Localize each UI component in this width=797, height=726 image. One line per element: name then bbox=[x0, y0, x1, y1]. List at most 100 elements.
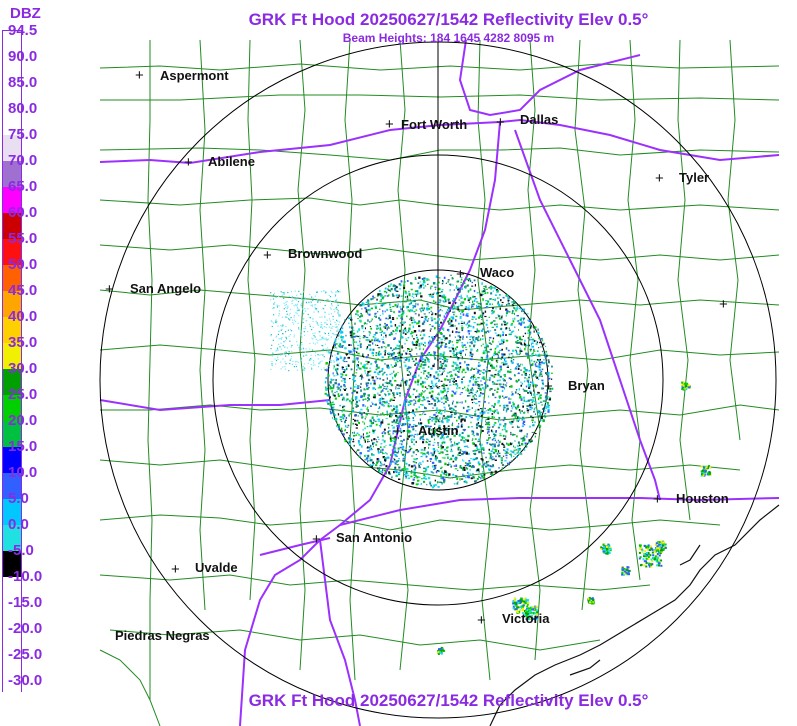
echo-pixel bbox=[393, 352, 395, 354]
echo-pixel bbox=[505, 430, 508, 433]
echo-pixel bbox=[335, 370, 337, 372]
echo-pixel bbox=[548, 387, 551, 390]
echo-pixel bbox=[438, 460, 441, 462]
echo-pixel bbox=[518, 388, 521, 391]
echo-pixel bbox=[370, 307, 373, 310]
echo-pixel bbox=[375, 331, 377, 334]
echo-pixel bbox=[372, 379, 375, 381]
echo-pixel bbox=[325, 322, 327, 324]
echo-pixel bbox=[607, 546, 610, 548]
echo-pixel bbox=[428, 336, 430, 338]
echo-pixel bbox=[477, 302, 480, 305]
echo-pixel bbox=[378, 467, 381, 469]
echo-pixel bbox=[414, 276, 417, 280]
echo-pixel bbox=[516, 435, 518, 438]
echo-pixel bbox=[356, 386, 358, 389]
echo-pixel bbox=[357, 318, 359, 320]
echo-pixel bbox=[457, 331, 461, 334]
echo-pixel bbox=[681, 387, 684, 390]
echo-pixel bbox=[396, 409, 399, 411]
echo-pixel bbox=[475, 469, 478, 472]
echo-pixel bbox=[427, 360, 429, 363]
echo-pixel bbox=[418, 276, 421, 279]
echo-pixel bbox=[417, 303, 419, 306]
echo-pixel bbox=[466, 472, 469, 474]
echo-pixel bbox=[546, 355, 548, 357]
echo-pixel bbox=[374, 315, 376, 318]
echo-pixel bbox=[375, 315, 377, 318]
echo-pixel bbox=[406, 358, 408, 360]
echo-pixel bbox=[428, 443, 431, 446]
echo-pixel bbox=[433, 423, 436, 425]
echo-pixel bbox=[511, 361, 514, 364]
echo-pixel bbox=[300, 348, 302, 350]
echo-pixel bbox=[433, 351, 437, 354]
echo-pixel bbox=[487, 416, 490, 419]
echo-pixel bbox=[393, 438, 396, 440]
echo-pixel bbox=[439, 353, 442, 356]
echo-pixel bbox=[439, 345, 442, 348]
echo-pixel bbox=[331, 305, 333, 307]
echo-pixel bbox=[451, 277, 454, 280]
echo-pixel bbox=[379, 446, 382, 449]
echo-pixel bbox=[288, 351, 290, 353]
echo-pixel bbox=[453, 381, 456, 383]
echo-pixel bbox=[348, 441, 351, 444]
echo-pixel bbox=[407, 366, 410, 368]
echo-pixel bbox=[415, 462, 417, 464]
echo-pixel bbox=[442, 318, 444, 320]
echo-pixel bbox=[453, 298, 455, 300]
city-label: San Angelo bbox=[130, 281, 202, 296]
echo-pixel bbox=[275, 336, 277, 338]
echo-pixel bbox=[384, 440, 386, 442]
echo-pixel bbox=[355, 341, 358, 344]
echo-pixel bbox=[477, 348, 479, 351]
echo-pixel bbox=[466, 395, 470, 397]
echo-pixel bbox=[386, 364, 389, 367]
echo-pixel bbox=[532, 424, 534, 427]
echo-pixel bbox=[424, 476, 427, 478]
echo-pixel bbox=[328, 384, 331, 387]
echo-pixel bbox=[532, 608, 534, 611]
echo-pixel bbox=[486, 288, 488, 290]
echo-pixel bbox=[406, 367, 409, 370]
echo-pixel bbox=[369, 334, 371, 337]
echo-pixel bbox=[472, 295, 475, 298]
echo-pixel bbox=[451, 377, 453, 380]
echo-pixel bbox=[533, 410, 535, 413]
echo-pixel bbox=[305, 310, 307, 312]
echo-pixel bbox=[335, 323, 337, 326]
echo-pixel bbox=[499, 349, 502, 352]
echo-pixel bbox=[390, 347, 392, 350]
echo-pixel bbox=[531, 338, 535, 340]
echo-pixel bbox=[494, 332, 497, 334]
echo-pixel bbox=[526, 407, 528, 409]
echo-pixel bbox=[285, 355, 287, 357]
echo-pixel bbox=[527, 319, 530, 321]
echo-pixel bbox=[514, 604, 517, 607]
echo-pixel bbox=[331, 390, 333, 393]
echo-pixel bbox=[465, 353, 466, 356]
echo-pixel bbox=[492, 307, 494, 309]
echo-pixel bbox=[331, 327, 333, 329]
echo-pixel bbox=[301, 293, 303, 295]
echo-pixel bbox=[547, 402, 549, 406]
echo-pixel bbox=[412, 388, 416, 391]
echo-pixel bbox=[413, 338, 415, 340]
echo-pixel bbox=[412, 343, 414, 346]
echo-pixel bbox=[276, 321, 278, 323]
echo-pixel bbox=[385, 444, 387, 446]
echo-pixel bbox=[349, 334, 353, 337]
echo-pixel bbox=[526, 435, 528, 438]
echo-pixel bbox=[324, 392, 327, 395]
echo-pixel bbox=[647, 546, 650, 549]
echo-pixel bbox=[444, 300, 447, 303]
echo-pixel bbox=[704, 470, 707, 473]
echo-pixel bbox=[386, 456, 390, 459]
echo-pixel bbox=[412, 409, 414, 412]
echo-pixel bbox=[405, 476, 407, 479]
echo-pixel bbox=[298, 328, 300, 330]
echo-pixel bbox=[399, 460, 401, 462]
echo-pixel bbox=[444, 410, 446, 413]
echo-pixel bbox=[401, 323, 404, 326]
